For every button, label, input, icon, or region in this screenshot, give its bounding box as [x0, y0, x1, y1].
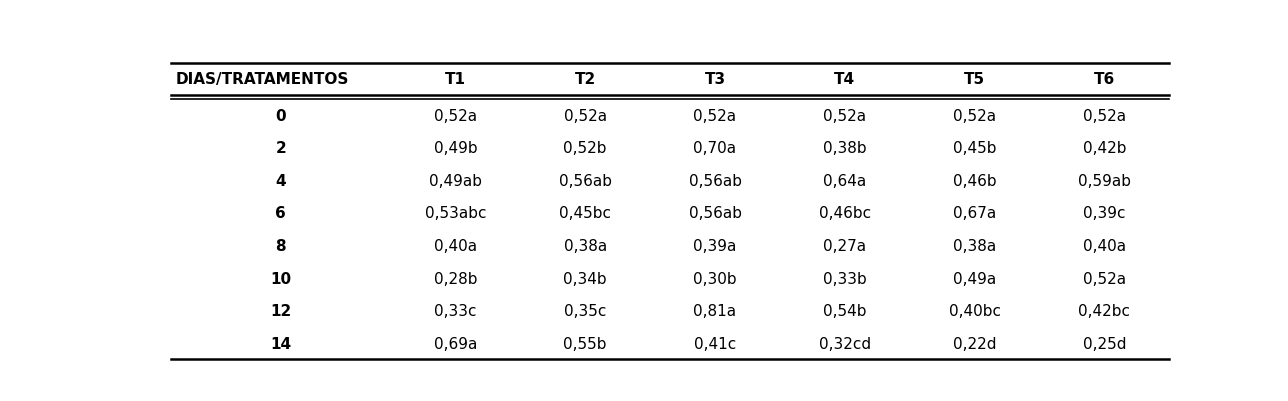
Text: 0,69a: 0,69a [434, 336, 477, 350]
Text: 0,52a: 0,52a [693, 109, 737, 124]
Text: 0,56ab: 0,56ab [689, 174, 742, 188]
Text: 0,40bc: 0,40bc [948, 303, 1001, 318]
Text: 0,49ab: 0,49ab [429, 174, 482, 188]
Text: 0,28b: 0,28b [434, 271, 478, 286]
Text: T4: T4 [835, 72, 855, 87]
Text: T3: T3 [705, 72, 725, 87]
Text: 0,34b: 0,34b [563, 271, 607, 286]
Text: 0,27a: 0,27a [823, 239, 867, 253]
Text: T1: T1 [444, 72, 466, 87]
Text: 0,40a: 0,40a [1083, 239, 1126, 253]
Text: DIAS/TRATAMENTOS: DIAS/TRATAMENTOS [176, 72, 349, 87]
Text: 0,42b: 0,42b [1082, 141, 1126, 156]
Text: 0,52a: 0,52a [953, 109, 996, 124]
Text: 0,54b: 0,54b [823, 303, 867, 318]
Text: 0,53abc: 0,53abc [425, 206, 486, 221]
Text: 0,64a: 0,64a [823, 174, 867, 188]
Text: 0,38a: 0,38a [564, 239, 607, 253]
Text: 0,52a: 0,52a [434, 109, 477, 124]
Text: 0,70a: 0,70a [693, 141, 737, 156]
Text: 0,59ab: 0,59ab [1078, 174, 1131, 188]
Text: T6: T6 [1094, 72, 1115, 87]
Text: 0,81a: 0,81a [693, 303, 737, 318]
Text: 0,42bc: 0,42bc [1078, 303, 1131, 318]
Text: 0,49a: 0,49a [953, 271, 996, 286]
Text: 8: 8 [276, 239, 286, 253]
Text: 0,45b: 0,45b [953, 141, 997, 156]
Text: T5: T5 [963, 72, 985, 87]
Text: 0,30b: 0,30b [693, 271, 737, 286]
Text: 0,46bc: 0,46bc [819, 206, 871, 221]
Text: 0,35c: 0,35c [564, 303, 607, 318]
Text: 0,45bc: 0,45bc [559, 206, 612, 221]
Text: 0,25d: 0,25d [1082, 336, 1126, 350]
Text: 12: 12 [270, 303, 291, 318]
Text: T2: T2 [574, 72, 596, 87]
Text: 0,56ab: 0,56ab [559, 174, 612, 188]
Text: 0,52a: 0,52a [1083, 271, 1126, 286]
Text: 0,46b: 0,46b [953, 174, 997, 188]
Text: 0,39a: 0,39a [693, 239, 737, 253]
Text: 0,52a: 0,52a [564, 109, 607, 124]
Text: 0,52a: 0,52a [823, 109, 867, 124]
Text: 0,52b: 0,52b [563, 141, 607, 156]
Text: 4: 4 [276, 174, 286, 188]
Text: 10: 10 [270, 271, 291, 286]
Text: 0,33c: 0,33c [434, 303, 477, 318]
Text: 0,38a: 0,38a [953, 239, 996, 253]
Text: 0,38b: 0,38b [823, 141, 867, 156]
Text: 0,22d: 0,22d [953, 336, 997, 350]
Text: 14: 14 [270, 336, 291, 350]
Text: 2: 2 [276, 141, 286, 156]
Text: 6: 6 [276, 206, 286, 221]
Text: 0,33b: 0,33b [823, 271, 867, 286]
Text: 0,40a: 0,40a [434, 239, 477, 253]
Text: 0,39c: 0,39c [1083, 206, 1126, 221]
Text: 0,55b: 0,55b [563, 336, 607, 350]
Text: 0,67a: 0,67a [953, 206, 996, 221]
Text: 0,56ab: 0,56ab [689, 206, 742, 221]
Text: 0,32cd: 0,32cd [819, 336, 871, 350]
Text: 0: 0 [276, 109, 286, 124]
Text: 0,41c: 0,41c [694, 336, 737, 350]
Text: 0,49b: 0,49b [434, 141, 478, 156]
Text: 0,52a: 0,52a [1083, 109, 1126, 124]
